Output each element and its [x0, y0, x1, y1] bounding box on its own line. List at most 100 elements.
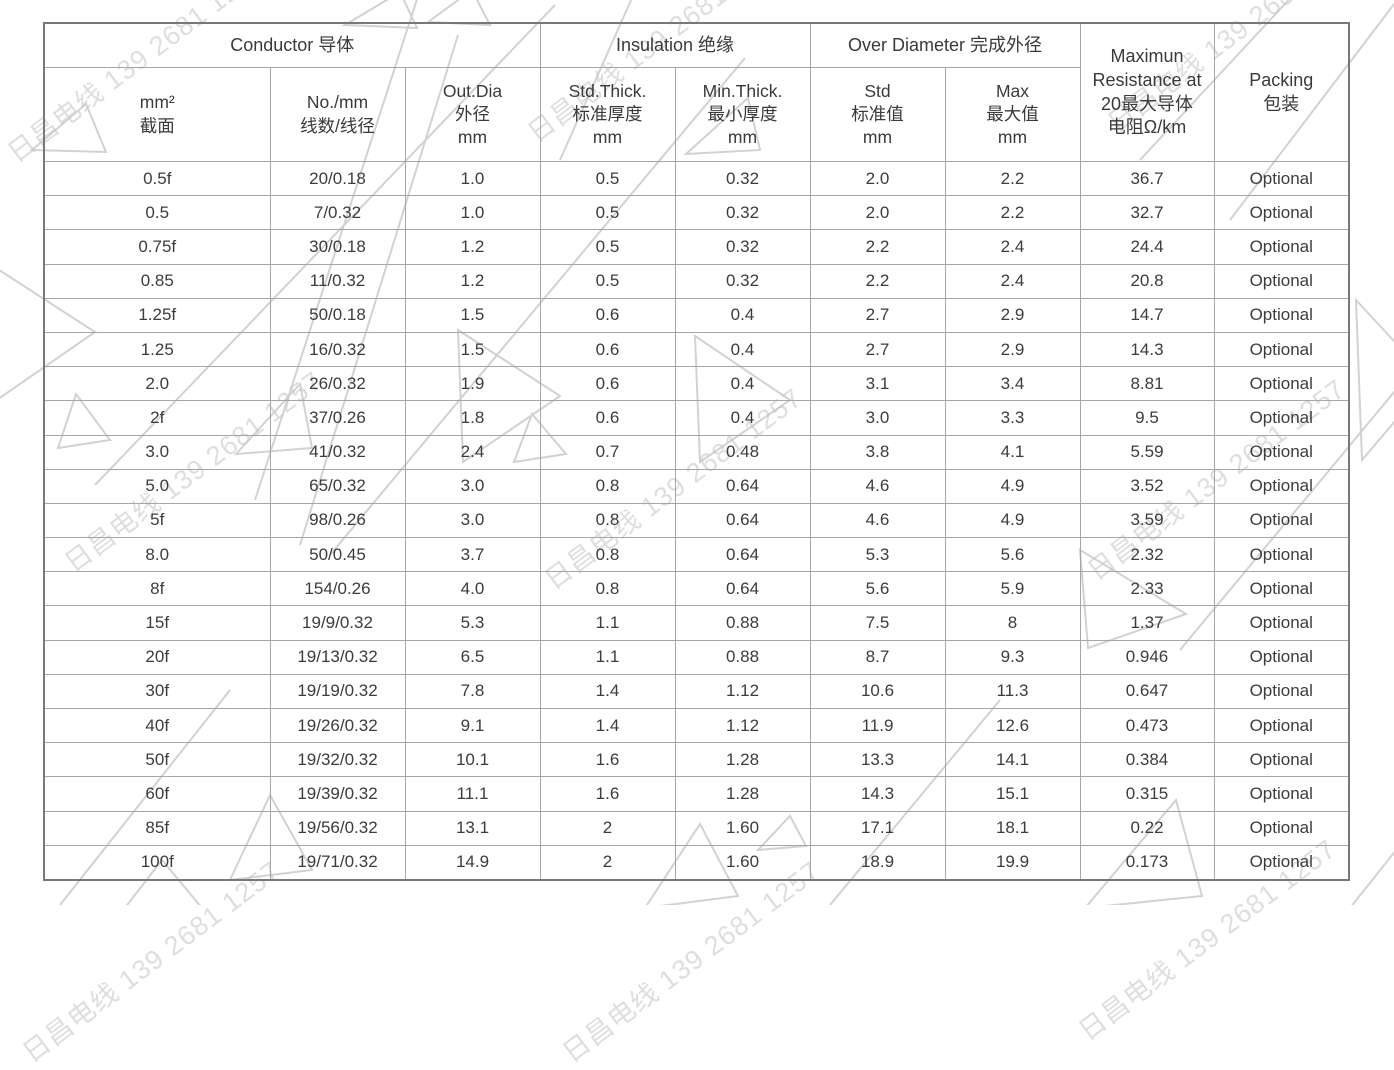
table-row: 40f 19/26/0.32 9.1 1.4 1.12 11.9 12.6 0.473 Opti… — [43, 707, 1350, 744]
table-row: 1.25f 50/0.18 1.5 0.6 0.4 2.7 2.9 14.7 Optional — [43, 297, 1350, 333]
table-cell: Optional — [1213, 639, 1350, 675]
table-cell: 0.8 — [539, 468, 676, 504]
table-cell: 85f — [43, 810, 271, 846]
wire-spec-table: Conductor 导体 Insulation 绝缘 Over Diameter… — [43, 22, 1350, 881]
table-cell: 0.4 — [674, 366, 811, 402]
table-cell: 60f — [43, 776, 271, 812]
table-cell: 2.4 — [404, 434, 541, 470]
table-cell: 2.2 — [809, 229, 946, 265]
table-cell: 0.5 — [43, 195, 271, 231]
table-cell: 0.88 — [674, 639, 811, 675]
table-cell: 0.384 — [1079, 742, 1215, 778]
table-cell: 1.1 — [539, 639, 676, 675]
table-cell: Optional — [1213, 776, 1350, 812]
table-cell: 30f — [43, 673, 271, 710]
table-cell: 98/0.26 — [269, 502, 406, 539]
table-cell: 1.4 — [539, 707, 676, 744]
table-cell: 0.75f — [43, 229, 271, 265]
column-header-no-mm: No./mm 线数/线径 — [269, 67, 406, 162]
table-cell: Optional — [1213, 331, 1350, 368]
table-cell: 100f — [43, 844, 271, 881]
table-cell: 10.6 — [809, 673, 946, 710]
table-cell: 1.8 — [404, 400, 541, 436]
table-cell: 1.60 — [674, 810, 811, 846]
table-cell: 0.6 — [539, 366, 676, 402]
table-cell: 0.946 — [1079, 639, 1215, 675]
table-row: 85f 19/56/0.32 13.1 2 1.60 17.1 18.1 0.22 Option… — [43, 810, 1350, 846]
table-cell: 2f — [43, 400, 271, 436]
table-cell: 2.4 — [944, 263, 1081, 299]
table-cell: 3.0 — [809, 400, 946, 436]
table-cell: 3.8 — [809, 434, 946, 470]
table-cell: 3.0 — [404, 468, 541, 504]
table-cell: 2.0 — [809, 160, 946, 197]
table-cell: 1.60 — [674, 844, 811, 881]
table-row: 0.75f 30/0.18 1.2 0.5 0.32 2.2 2.4 24.4 Optional — [43, 229, 1350, 265]
table-cell: 50f — [43, 742, 271, 778]
table-cell: 4.9 — [944, 502, 1081, 539]
table-cell: 154/0.26 — [269, 571, 406, 607]
table-cell: 5.59 — [1079, 434, 1215, 470]
table-cell: 14.3 — [1079, 331, 1215, 368]
table-cell: 26/0.32 — [269, 366, 406, 402]
table-cell: 6.5 — [404, 639, 541, 675]
table-cell: 1.25f — [43, 297, 271, 333]
table-cell: 13.1 — [404, 810, 541, 846]
table-cell: 11/0.32 — [269, 263, 406, 299]
table-cell: Optional — [1213, 195, 1350, 231]
table-cell: 1.6 — [539, 776, 676, 812]
table-cell: 0.6 — [539, 297, 676, 333]
table-cell: Optional — [1213, 844, 1350, 881]
table-cell: 40f — [43, 707, 271, 744]
table-cell: 9.1 — [404, 707, 541, 744]
column-header-min-thick: Min.Thick. 最小厚度 mm — [674, 67, 811, 162]
table-cell: 65/0.32 — [269, 468, 406, 504]
table-cell: 2 — [539, 844, 676, 881]
table-cell: 2.0 — [809, 195, 946, 231]
table-cell: 1.37 — [1079, 605, 1215, 641]
table-cell: 19.9 — [944, 844, 1081, 881]
table-cell: 4.1 — [944, 434, 1081, 470]
table-cell: 2 — [539, 810, 676, 846]
table-cell: 1.0 — [404, 160, 541, 197]
table-cell: 19/26/0.32 — [269, 707, 406, 744]
column-header-max: Max 最大值 mm — [944, 67, 1081, 162]
table-cell: 0.88 — [674, 605, 811, 641]
table-cell: Optional — [1213, 537, 1350, 573]
table-cell: 0.4 — [674, 400, 811, 436]
table-cell: Optional — [1213, 468, 1350, 504]
table-cell: 3.52 — [1079, 468, 1215, 504]
table-cell: Optional — [1213, 502, 1350, 539]
table-cell: 37/0.26 — [269, 400, 406, 436]
table-cell: Optional — [1213, 571, 1350, 607]
table-cell: 2.33 — [1079, 571, 1215, 607]
table-row: 0.5f 20/0.18 1.0 0.5 0.32 2.0 2.2 36.7 Optional — [43, 160, 1350, 197]
table-cell: 41/0.32 — [269, 434, 406, 470]
table-cell: 1.28 — [674, 776, 811, 812]
table-row: 0.85 11/0.32 1.2 0.5 0.32 2.2 2.4 20.8 Optional — [43, 263, 1350, 299]
table-cell: 7/0.32 — [269, 195, 406, 231]
table-row: 5.0 65/0.32 3.0 0.8 0.64 4.6 4.9 3.52 Optional — [43, 468, 1350, 504]
table-cell: 16/0.32 — [269, 331, 406, 368]
table-cell: 5.3 — [809, 537, 946, 573]
table-row: 2f 37/0.26 1.8 0.6 0.4 3.0 3.3 9.5 Optional — [43, 400, 1350, 436]
table-cell: 5.6 — [809, 571, 946, 607]
table-body: 0.5f 20/0.18 1.0 0.5 0.32 2.0 2.2 36.7 Optional 0… — [43, 160, 1350, 881]
table-cell: 0.32 — [674, 160, 811, 197]
table-row: 8.0 50/0.45 3.7 0.8 0.64 5.3 5.6 2.32 Optional — [43, 537, 1350, 573]
group-header-insulation: Insulation 绝缘 — [539, 22, 811, 68]
table-row: 50f 19/32/0.32 10.1 1.6 1.28 13.3 14.1 0.384 Opt… — [43, 742, 1350, 778]
table-cell: 11.3 — [944, 673, 1081, 710]
table-cell: 8 — [944, 605, 1081, 641]
table-row: 5f 98/0.26 3.0 0.8 0.64 4.6 4.9 3.59 Optional — [43, 502, 1350, 539]
table-cell: 11.9 — [809, 707, 946, 744]
table-cell: Optional — [1213, 810, 1350, 846]
table-cell: 24.4 — [1079, 229, 1215, 265]
table-cell: 0.6 — [539, 331, 676, 368]
table-cell: 0.4 — [674, 331, 811, 368]
table-cell: 0.64 — [674, 468, 811, 504]
table-cell: 4.0 — [404, 571, 541, 607]
table-cell: Optional — [1213, 673, 1350, 710]
watermark-triangle-icon — [0, 269, 97, 399]
table-cell: 15f — [43, 605, 271, 641]
